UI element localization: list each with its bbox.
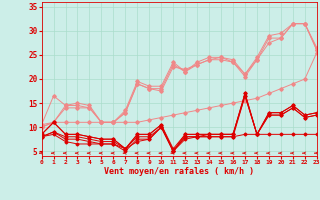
X-axis label: Vent moyen/en rafales ( km/h ): Vent moyen/en rafales ( km/h ) bbox=[104, 167, 254, 176]
